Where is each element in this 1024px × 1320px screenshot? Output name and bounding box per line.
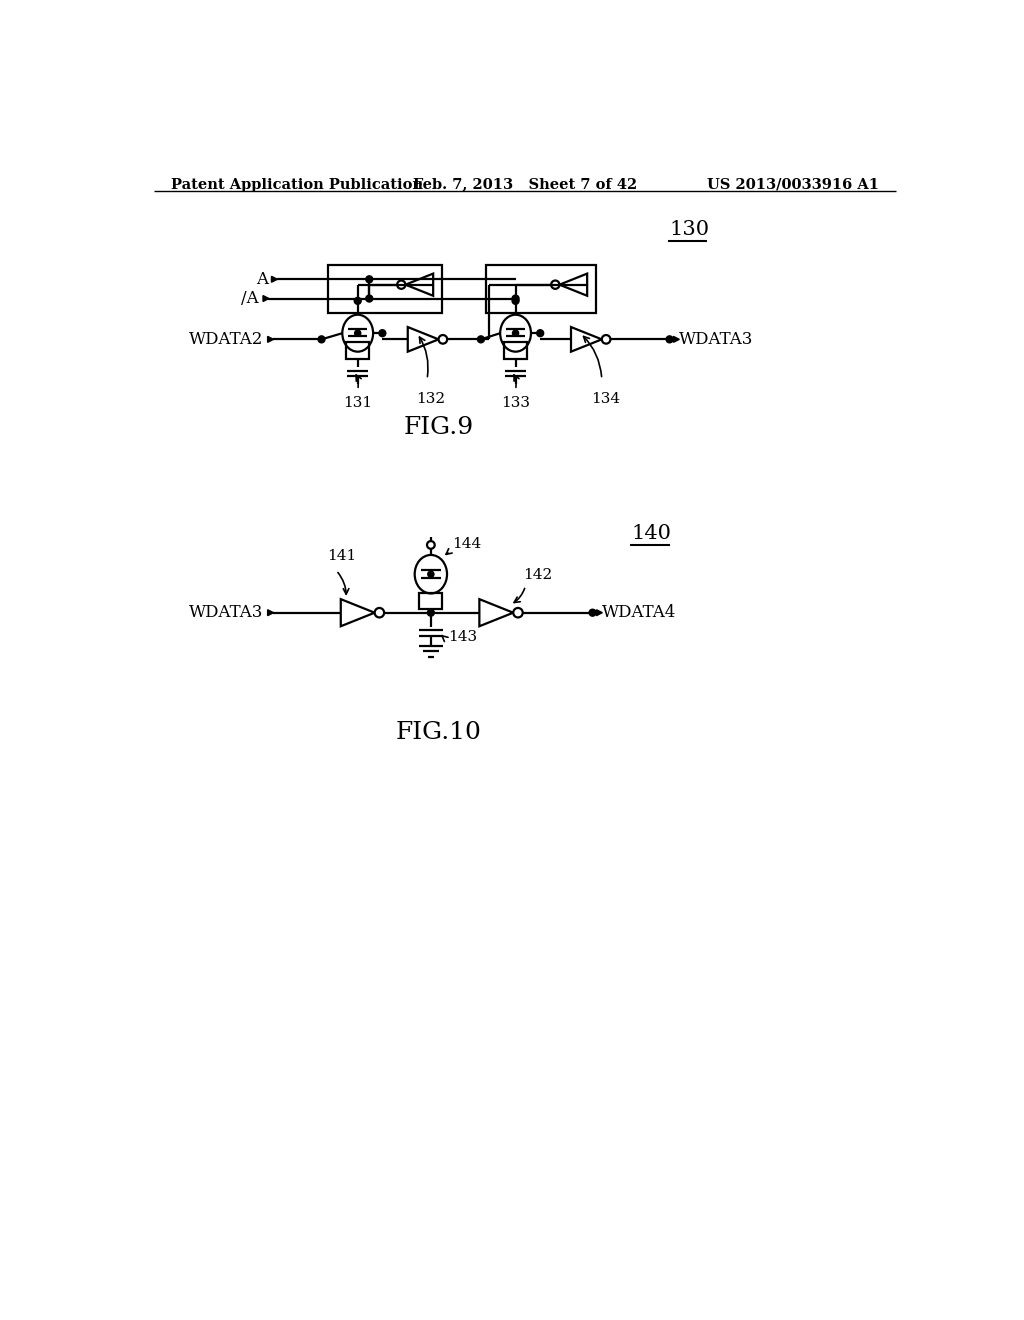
Text: 142: 142 [523, 568, 553, 582]
Polygon shape [263, 296, 269, 301]
Bar [346, 342, 370, 359]
Text: FIG.9: FIG.9 [403, 416, 474, 440]
Circle shape [589, 610, 596, 616]
Text: 141: 141 [327, 549, 356, 562]
Polygon shape [267, 337, 273, 342]
Text: A: A [256, 271, 267, 288]
Polygon shape [271, 276, 278, 282]
Text: 131: 131 [343, 396, 373, 411]
Text: WDATA4: WDATA4 [602, 605, 676, 622]
Text: Feb. 7, 2013   Sheet 7 of 42: Feb. 7, 2013 Sheet 7 of 42 [413, 178, 637, 191]
Circle shape [354, 330, 360, 337]
Circle shape [477, 335, 484, 343]
Circle shape [318, 335, 325, 343]
Text: 140: 140 [631, 524, 671, 544]
Bar [486, 264, 596, 313]
Text: 130: 130 [670, 220, 710, 239]
Circle shape [512, 330, 518, 337]
Circle shape [512, 296, 519, 302]
Text: 132: 132 [417, 392, 445, 405]
Circle shape [366, 276, 373, 282]
Polygon shape [267, 610, 273, 615]
Text: 144: 144 [453, 537, 481, 552]
Polygon shape [596, 610, 602, 615]
Circle shape [666, 335, 673, 343]
Text: 143: 143 [447, 631, 477, 644]
Text: Patent Application Publication: Patent Application Publication [171, 178, 423, 191]
Text: 133: 133 [501, 396, 530, 411]
Text: 134: 134 [591, 392, 621, 405]
Text: US 2013/0033916 A1: US 2013/0033916 A1 [707, 178, 879, 191]
Circle shape [354, 297, 361, 305]
Text: /A: /A [241, 290, 258, 308]
Circle shape [537, 330, 544, 337]
Polygon shape [674, 337, 679, 342]
Circle shape [428, 572, 434, 577]
Circle shape [366, 296, 373, 302]
Text: WDATA3: WDATA3 [189, 605, 264, 622]
Bar [419, 594, 442, 609]
Bar [329, 264, 442, 313]
Bar [504, 342, 527, 359]
Circle shape [512, 297, 519, 305]
Text: FIG.10: FIG.10 [395, 721, 481, 743]
Text: WDATA2: WDATA2 [189, 331, 264, 348]
Circle shape [379, 330, 386, 337]
Text: WDATA3: WDATA3 [679, 331, 754, 348]
Circle shape [427, 610, 434, 616]
